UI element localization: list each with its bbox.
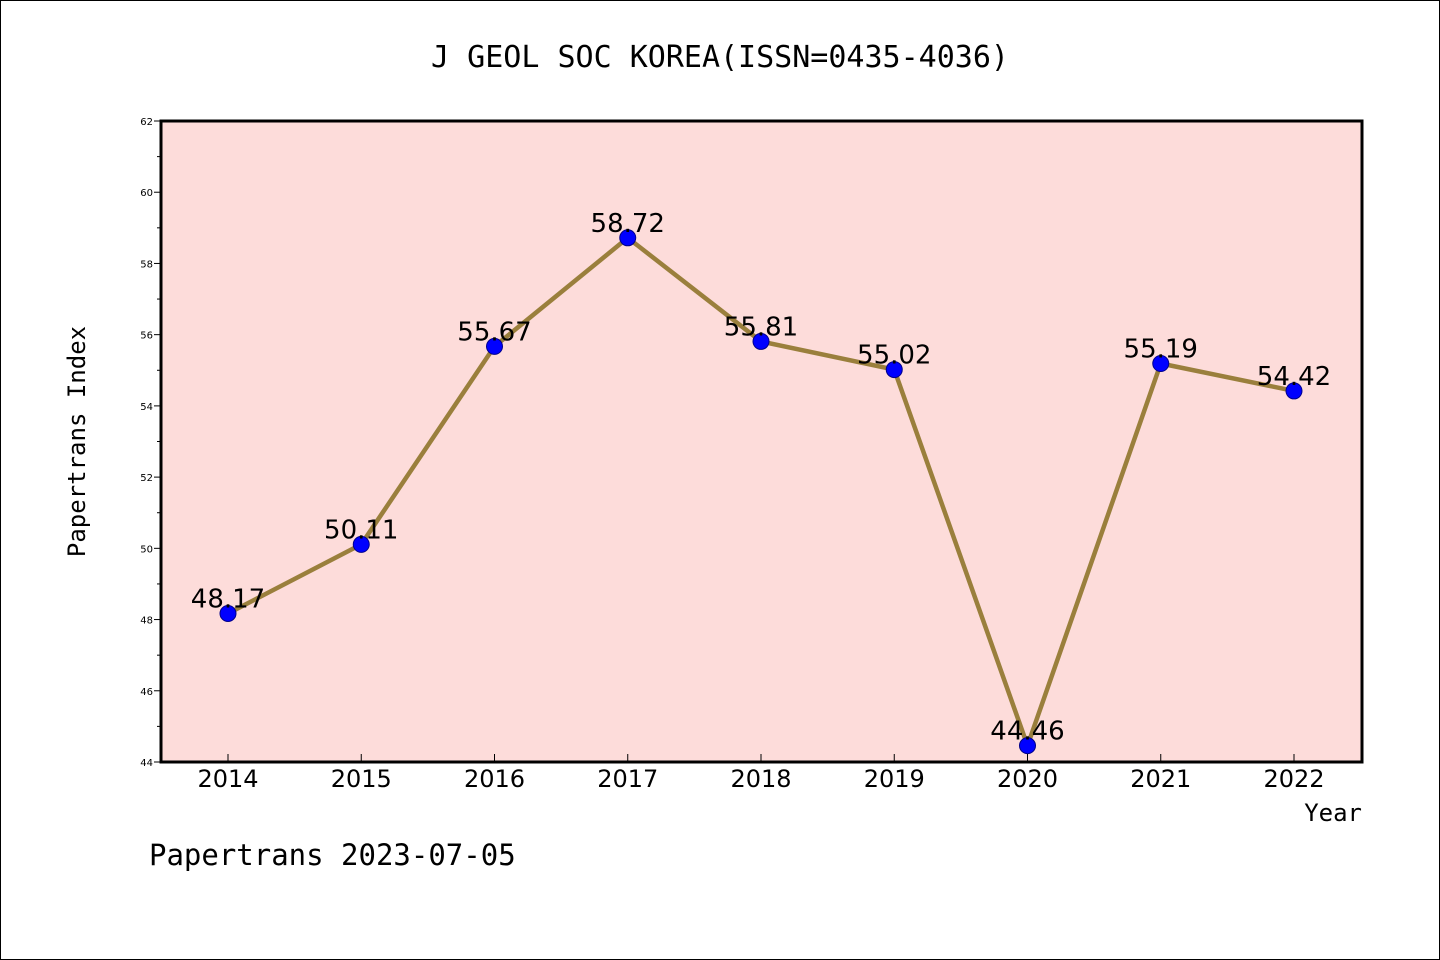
data-labels: 48.17 50.11 55.67 58.72 55.81 55.02 44.46 55.19… [191, 209, 1331, 747]
y-axis-ticks: 44 46 48 50 52 54 56 58 60 62 [140, 117, 161, 769]
y-tick-label: 46 [140, 687, 153, 698]
y-tick-label: 56 [140, 331, 153, 342]
x-axis-ticks: 2014 2015 2016 2017 2018 2019 2020 2021 2022 [197, 754, 1325, 793]
y-tick-label: 50 [140, 544, 153, 555]
data-label: 44.46 [990, 717, 1064, 747]
footer-date: Papertrans 2023-07-05 [149, 838, 516, 872]
y-tick-label: 48 [140, 616, 153, 627]
data-label: 55.67 [457, 317, 531, 347]
y-tick-label: 62 [140, 117, 153, 128]
y-tick-label: 44 [140, 758, 153, 769]
series-papertrans-index [219, 229, 1303, 755]
plot-area [161, 121, 1362, 762]
data-point [352, 535, 370, 553]
data-point [1019, 737, 1036, 755]
data-label: 48.17 [191, 585, 265, 615]
y-tick-label: 60 [140, 188, 153, 199]
x-tick-label: 2022 [1263, 765, 1324, 793]
data-point [1152, 355, 1170, 373]
data-point [619, 229, 637, 247]
data-label: 55.81 [724, 312, 798, 342]
y-tick-label: 52 [140, 473, 153, 484]
x-tick-label: 2021 [1130, 765, 1191, 793]
x-tick-label: 2018 [730, 765, 791, 793]
data-point [486, 337, 503, 355]
data-label: 55.19 [1124, 335, 1198, 365]
plot-border [159, 119, 1364, 764]
x-tick-label: 2016 [464, 765, 525, 793]
y-tick-label: 58 [140, 259, 153, 270]
data-label: 50.11 [324, 515, 398, 545]
data-label: 54.42 [1257, 362, 1331, 392]
data-label: 55.02 [857, 341, 931, 371]
x-tick-label: 2020 [997, 765, 1058, 793]
x-tick-label: 2014 [197, 765, 258, 793]
x-tick-label: 2015 [331, 765, 392, 793]
x-tick-label: 2019 [864, 765, 925, 793]
data-point [219, 605, 237, 623]
data-point [752, 332, 770, 350]
y-axis-title: Papertrans Index [63, 326, 91, 557]
x-tick-label: 2017 [597, 765, 658, 793]
x-axis-title: Year [1304, 799, 1362, 827]
chart-title: J GEOL SOC KOREA(ISSN=0435-4036) [431, 40, 1009, 75]
data-label: 58.72 [591, 209, 665, 239]
y-tick-label: 54 [140, 402, 153, 413]
data-point [885, 361, 903, 379]
data-point [1285, 382, 1303, 400]
